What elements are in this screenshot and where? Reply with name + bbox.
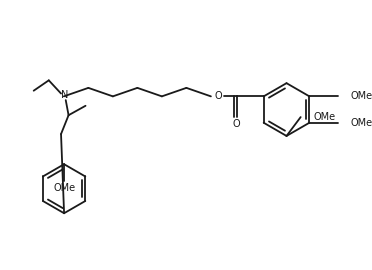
Text: O: O xyxy=(232,119,240,129)
Text: OMe: OMe xyxy=(53,183,75,193)
Text: N: N xyxy=(61,90,68,100)
Text: OMe: OMe xyxy=(314,112,336,122)
Text: O: O xyxy=(215,91,222,101)
Text: OMe: OMe xyxy=(351,91,372,101)
Text: OMe: OMe xyxy=(351,118,372,128)
